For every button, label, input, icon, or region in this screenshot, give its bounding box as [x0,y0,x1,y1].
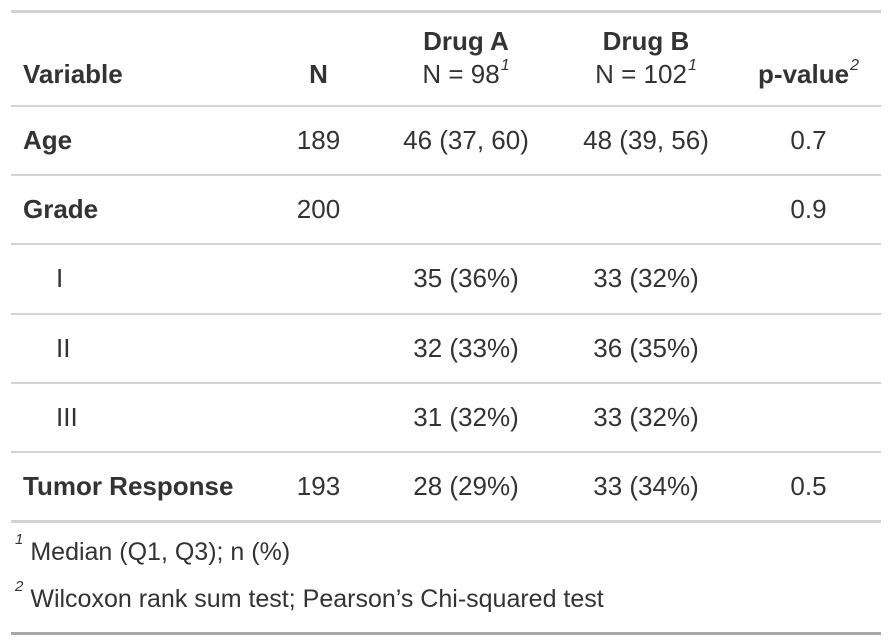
cell-n: 189 [261,106,376,177]
table-row-grade: Grade 200 0.9 [11,175,881,246]
cell-drug-a [376,175,556,246]
summary-table: Variable N Drug A N = 981 Drug B N = 102… [11,10,881,524]
header-drug-a-label: Drug A [423,26,509,56]
header-variable: Variable [11,11,261,107]
cell-p-value [736,313,881,384]
header-row: Variable N Drug A N = 981 Drug B N = 102… [11,11,881,107]
cell-n [261,313,376,384]
table-row-grade-i: I 35 (36%) 33 (32%) [11,244,881,315]
table-row-tumor-response: Tumor Response 193 28 (29%) 33 (34%) 0.5 [11,451,881,524]
table-row-age: Age 189 46 (37, 60) 48 (39, 56) 0.7 [11,106,881,177]
cell-drug-a: 35 (36%) [376,244,556,315]
cell-p-value: 0.7 [736,106,881,177]
cell-drug-a: 46 (37, 60) [376,106,556,177]
footnote-2: 2 Wilcoxon rank sum test; Pearson’s Chi-s… [11,576,881,623]
cell-p-value [736,244,881,315]
cell-drug-a: 28 (29%) [376,451,556,524]
cell-p-value [736,382,881,453]
cell-p-value: 0.9 [736,175,881,246]
table-body: Age 189 46 (37, 60) 48 (39, 56) 0.7 Grad… [11,106,881,524]
table-header: Variable N Drug A N = 981 Drug B N = 102… [11,11,881,107]
cell-variable: Tumor Response [11,451,261,524]
header-p-value: p-value2 [736,11,881,107]
cell-variable: I [11,244,261,315]
table-row-grade-ii: II 32 (33%) 36 (35%) [11,313,881,384]
footnote-2-text: Wilcoxon rank sum test; Pearson’s Chi-sq… [30,584,604,613]
cell-n: 200 [261,175,376,246]
header-n: N [261,11,376,107]
cell-drug-a: 31 (32%) [376,382,556,453]
header-drug-a-sublabel: N = 981 [380,58,552,91]
footnote-mark-2: 2 [850,57,859,75]
header-drug-b-sublabel: N = 1021 [560,58,732,91]
header-drug-a: Drug A N = 981 [376,11,556,107]
table-row-grade-iii: III 31 (32%) 33 (32%) [11,382,881,453]
header-drug-b-label: Drug B [602,26,690,56]
footnote-mark-1: 1 [687,57,697,75]
cell-drug-b [556,175,736,246]
cell-p-value: 0.5 [736,451,881,524]
cell-variable: Age [11,106,261,177]
footnote-1-text: Median (Q1, Q3); n (%) [30,538,291,567]
footnote-mark-2: 2 [15,577,24,595]
cell-drug-b: 33 (32%) [556,382,736,453]
cell-drug-b: 33 (34%) [556,451,736,524]
cell-drug-a: 32 (33%) [376,313,556,384]
cell-variable: II [11,313,261,384]
header-drug-b-n: N = 102 [595,58,687,89]
summary-table-container: Variable N Drug A N = 981 Drug B N = 102… [11,10,881,636]
cell-n [261,244,376,315]
header-drug-b: Drug B N = 1021 [556,11,736,107]
cell-variable: Grade [11,175,261,246]
cell-variable: III [11,382,261,453]
cell-n [261,382,376,453]
footnote-mark-1: 1 [15,531,24,549]
header-n-label: N [309,58,328,89]
cell-drug-b: 33 (32%) [556,244,736,315]
cell-n: 193 [261,451,376,524]
header-p-value-label: p-value [758,58,850,89]
table-footnotes: 1 Median (Q1, Q3); n (%) 2 Wilcoxon rank s… [11,523,881,636]
cell-drug-b: 36 (35%) [556,313,736,384]
cell-drug-b: 48 (39, 56) [556,106,736,177]
footnote-mark-1: 1 [500,57,510,75]
header-drug-a-n: N = 98 [422,58,500,89]
footnote-1: 1 Median (Q1, Q3); n (%) [11,529,881,576]
header-variable-label: Variable [23,58,123,89]
